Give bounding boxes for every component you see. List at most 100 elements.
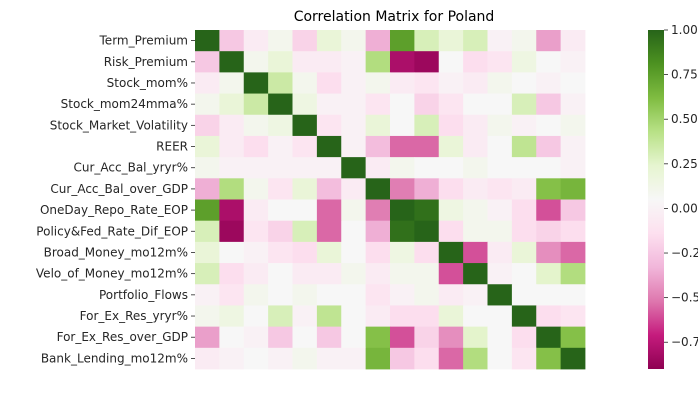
colorbar-tick-label: −0.50 <box>671 291 698 305</box>
heatmap-cell <box>390 114 415 137</box>
y-tick-label: Broad_Money_mo12m% <box>44 245 188 259</box>
heatmap-cell <box>292 157 318 179</box>
heatmap-cell <box>390 72 415 94</box>
heatmap-cell <box>316 114 342 137</box>
heatmap-cell <box>511 157 537 179</box>
heatmap-cell <box>365 263 391 285</box>
heatmap-cell <box>243 263 269 285</box>
heatmap-cell <box>316 347 342 370</box>
y-tick-label: Term_Premium <box>99 34 188 48</box>
heatmap-cell <box>560 30 586 52</box>
heatmap-cell <box>390 199 415 222</box>
heatmap-cell <box>268 326 293 349</box>
heatmap-cell <box>219 51 245 73</box>
heatmap-cell <box>560 114 586 137</box>
heatmap-cell <box>316 220 342 243</box>
y-tick-label: Stock_Market_Volatility <box>50 118 188 132</box>
heatmap-cell <box>414 220 440 243</box>
y-tick-label: Velo_of_Money_mo12m% <box>36 267 188 281</box>
heatmap-cell <box>341 30 367 52</box>
heatmap-cell <box>341 347 367 370</box>
heatmap-cell <box>341 241 367 264</box>
heatmap-cell <box>487 93 513 116</box>
heatmap-cell <box>487 51 513 73</box>
heatmap-cell <box>243 135 269 158</box>
heatmap-cell <box>219 135 245 158</box>
heatmap-cell <box>511 178 537 200</box>
heatmap-cell <box>316 51 342 73</box>
heatmap-cell <box>438 51 464 73</box>
heatmap-cell <box>243 30 269 52</box>
heatmap-cell <box>219 72 245 94</box>
heatmap-cell <box>438 135 464 158</box>
y-tick-label: Cur_Acc_Bal_over_GDP <box>50 182 188 196</box>
heatmap-cell <box>414 51 440 73</box>
y-tick-label: Bank_Lending_mo12m% <box>41 351 188 365</box>
heatmap-cell <box>560 220 586 243</box>
heatmap-cell <box>487 30 513 52</box>
heatmap-cell <box>292 30 318 52</box>
heatmap-cell <box>511 93 537 116</box>
heatmap-cell <box>511 284 537 306</box>
heatmap-cell <box>243 93 269 116</box>
heatmap-cell <box>438 347 464 370</box>
heatmap-cell <box>438 263 464 285</box>
heatmap-cell <box>511 51 537 73</box>
heatmap-cell <box>243 51 269 73</box>
heatmap-cell <box>341 157 367 179</box>
heatmap-cell <box>390 347 415 370</box>
y-tick-label: For_Ex_Res_yryr% <box>80 309 188 323</box>
heatmap-cell <box>390 135 415 158</box>
heatmap-cell <box>341 72 367 94</box>
heatmap-cell <box>268 284 293 306</box>
y-tick-label: Stock_mom% <box>107 76 188 90</box>
heatmap-cell <box>511 326 537 349</box>
heatmap-cell <box>511 263 537 285</box>
heatmap-cell <box>390 93 415 116</box>
heatmap-cell <box>268 241 293 264</box>
heatmap-cell <box>463 157 488 179</box>
heatmap-cell <box>316 305 342 328</box>
heatmap-cell <box>536 93 562 116</box>
heatmap-cell <box>316 157 342 179</box>
heatmap-cell <box>365 220 391 243</box>
heatmap-cell <box>365 30 391 52</box>
heatmap-cell <box>536 284 562 306</box>
heatmap-cell <box>365 347 391 370</box>
heatmap-cell <box>316 72 342 94</box>
heatmap-cell <box>390 326 415 349</box>
heatmap-cell <box>292 220 318 243</box>
colorbar-tick-label: −0.25 <box>671 246 698 260</box>
heatmap-cell <box>268 114 293 137</box>
heatmap-cell <box>487 220 513 243</box>
heatmap-cell <box>414 72 440 94</box>
heatmap-cell <box>463 72 488 94</box>
heatmap-cell <box>536 263 562 285</box>
heatmap-cell <box>560 157 586 179</box>
heatmap-cell <box>268 347 293 370</box>
heatmap-cell <box>316 263 342 285</box>
heatmap-cell <box>511 305 537 328</box>
heatmap-cell <box>316 284 342 306</box>
heatmap-cells <box>195 30 586 370</box>
heatmap-cell <box>414 241 440 264</box>
heatmap-cell <box>511 199 537 222</box>
heatmap-cell <box>316 93 342 116</box>
heatmap-cell <box>390 241 415 264</box>
colorbar-tick-label: 0.25 <box>671 157 698 171</box>
heatmap-cell <box>243 241 269 264</box>
y-tick-label: REER <box>156 140 188 154</box>
heatmap-cell <box>414 157 440 179</box>
heatmap-cell <box>511 135 537 158</box>
heatmap-cell <box>195 305 220 328</box>
heatmap-cell <box>292 93 318 116</box>
colorbar-tick-label: 0.75 <box>671 68 698 82</box>
heatmap-cell <box>463 241 488 264</box>
heatmap-cell <box>536 72 562 94</box>
heatmap-cell <box>292 326 318 349</box>
heatmap-cell <box>438 114 464 137</box>
heatmap-cell <box>414 263 440 285</box>
heatmap-cell <box>511 114 537 137</box>
heatmap-cell <box>316 326 342 349</box>
heatmap-cell <box>536 220 562 243</box>
